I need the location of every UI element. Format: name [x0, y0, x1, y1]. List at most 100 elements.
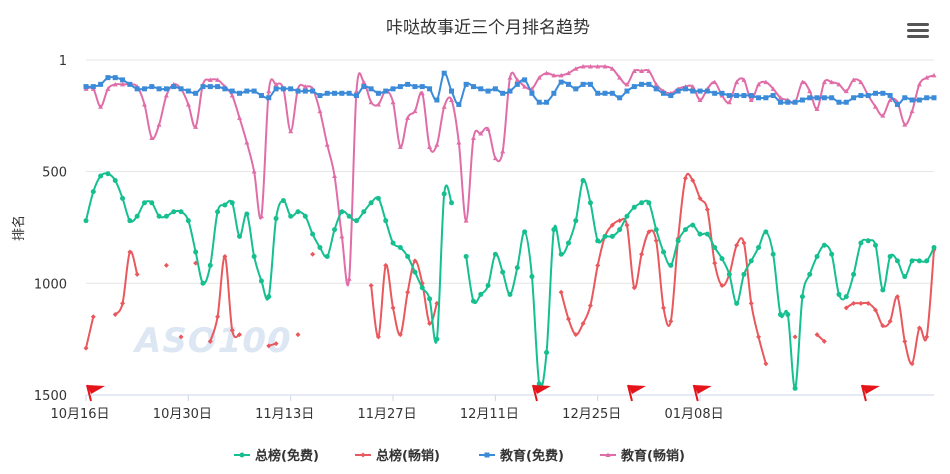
edu-free-point[interactable]: [668, 93, 674, 99]
total-free-point[interactable]: [244, 211, 250, 217]
total-free-point[interactable]: [880, 287, 886, 293]
total-free-point[interactable]: [441, 191, 447, 197]
edu-free-point[interactable]: [734, 93, 740, 99]
edu-free-point[interactable]: [595, 90, 601, 96]
total-free-point[interactable]: [756, 245, 762, 251]
edu-free-point[interactable]: [741, 93, 747, 99]
edu-free-point[interactable]: [375, 90, 381, 96]
edu-paid-point[interactable]: [851, 77, 857, 82]
total-free-point[interactable]: [639, 200, 645, 206]
total-free-point[interactable]: [697, 231, 703, 237]
total-free-point[interactable]: [434, 336, 440, 342]
edu-free-point[interactable]: [551, 90, 557, 96]
total-free-point[interactable]: [463, 253, 469, 259]
total-paid-point[interactable]: [763, 361, 769, 367]
edu-paid-point[interactable]: [156, 122, 162, 127]
total-free-point[interactable]: [302, 213, 308, 219]
total-paid-point[interactable]: [120, 300, 126, 306]
legend-item-edu-paid[interactable]: 教育(畅销): [600, 448, 685, 464]
total-free-point[interactable]: [83, 218, 89, 224]
edu-paid-point[interactable]: [609, 66, 615, 71]
total-free-point[interactable]: [529, 274, 535, 280]
edu-free-point[interactable]: [865, 93, 871, 99]
total-paid-point[interactable]: [902, 338, 908, 344]
edu-free-point[interactable]: [924, 95, 930, 101]
total-paid-point[interactable]: [719, 282, 725, 288]
edu-paid-point[interactable]: [339, 233, 345, 239]
total-free-point[interactable]: [580, 177, 586, 183]
edu-paid-point[interactable]: [434, 142, 440, 147]
edu-paid-point[interactable]: [98, 104, 104, 109]
edu-paid-point[interactable]: [288, 128, 294, 134]
total-paid-point[interactable]: [397, 332, 403, 338]
total-paid-point[interactable]: [924, 334, 930, 340]
total-free-point[interactable]: [617, 227, 623, 233]
total-paid-point[interactable]: [865, 300, 871, 306]
total-free-point[interactable]: [90, 189, 96, 195]
total-paid-point[interactable]: [858, 300, 864, 306]
edu-free-point[interactable]: [492, 86, 498, 92]
edu-free-point[interactable]: [580, 81, 586, 87]
edu-paid-point[interactable]: [617, 75, 623, 80]
total-paid-point[interactable]: [624, 222, 630, 228]
edu-free-point[interactable]: [851, 95, 857, 101]
total-paid-point[interactable]: [734, 242, 740, 248]
total-free-point[interactable]: [185, 218, 191, 224]
edu-free-point[interactable]: [149, 84, 155, 90]
edu-paid-point[interactable]: [456, 139, 462, 145]
total-free-point[interactable]: [215, 209, 221, 215]
total-paid-point[interactable]: [273, 341, 279, 347]
edu-free-point[interactable]: [777, 99, 783, 105]
total-free-point[interactable]: [602, 233, 608, 239]
edu-free-point[interactable]: [763, 95, 769, 101]
edu-paid-point[interactable]: [251, 169, 257, 174]
edu-free-point[interactable]: [200, 84, 206, 90]
total-paid-point[interactable]: [368, 282, 374, 288]
total-paid-point[interactable]: [375, 334, 381, 340]
legend-total-free-point[interactable]: [239, 452, 245, 458]
edu-paid-point[interactable]: [909, 108, 915, 114]
edu-free-point[interactable]: [105, 75, 111, 81]
edu-free-point[interactable]: [902, 95, 908, 101]
edu-paid-point[interactable]: [763, 79, 769, 85]
total-paid-point[interactable]: [639, 251, 645, 257]
edu-free-point[interactable]: [843, 99, 849, 105]
edu-free-point[interactable]: [675, 88, 681, 94]
total-paid-point[interactable]: [295, 332, 301, 338]
total-free-point[interactable]: [317, 245, 323, 251]
edu-paid-point[interactable]: [353, 88, 359, 94]
total-free-point[interactable]: [324, 253, 330, 259]
total-free-point[interactable]: [712, 245, 718, 251]
edu-free-point[interactable]: [609, 90, 615, 96]
edu-paid-point[interactable]: [741, 77, 747, 82]
edu-free-point[interactable]: [280, 86, 286, 92]
total-paid-point[interactable]: [178, 334, 184, 340]
edu-paid-point[interactable]: [799, 79, 805, 85]
edu-free-point[interactable]: [807, 95, 813, 101]
edu-paid-point[interactable]: [141, 101, 147, 107]
edu-free-point[interactable]: [419, 84, 425, 90]
edu-paid-point[interactable]: [470, 135, 476, 140]
total-paid-point[interactable]: [712, 260, 718, 266]
total-free-point[interactable]: [522, 229, 528, 235]
edu-paid-point[interactable]: [266, 88, 272, 94]
total-paid-point[interactable]: [756, 334, 762, 340]
edu-paid-point[interactable]: [770, 86, 776, 91]
total-free-point[interactable]: [361, 209, 367, 215]
edu-paid-point[interactable]: [368, 99, 374, 105]
total-free-point[interactable]: [726, 271, 732, 277]
total-free-point[interactable]: [770, 251, 776, 257]
total-free-point[interactable]: [339, 209, 345, 215]
edu-free-point[interactable]: [522, 77, 528, 83]
edu-paid-point[interactable]: [631, 68, 637, 73]
edu-free-point[interactable]: [339, 90, 345, 96]
edu-free-point[interactable]: [266, 95, 272, 101]
total-free-point[interactable]: [149, 200, 155, 206]
total-paid-point[interactable]: [266, 343, 272, 349]
total-free-point[interactable]: [741, 271, 747, 277]
total-free-point[interactable]: [200, 280, 206, 286]
total-free-point[interactable]: [573, 218, 579, 224]
total-free-point[interactable]: [492, 251, 498, 257]
edu-paid-point[interactable]: [544, 70, 550, 76]
total-paid-point[interactable]: [887, 318, 893, 324]
